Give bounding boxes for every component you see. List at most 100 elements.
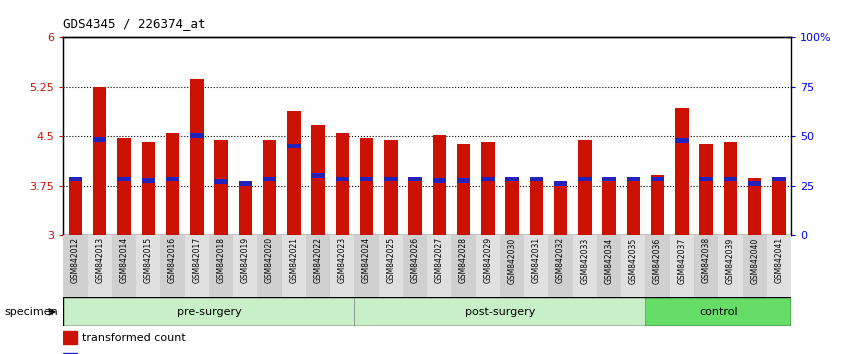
Text: GSM842025: GSM842025 [387, 237, 395, 284]
Bar [354, 235, 379, 297]
Bar [578, 177, 591, 181]
Bar [573, 235, 597, 297]
Bar [379, 235, 403, 297]
Text: GSM842035: GSM842035 [629, 237, 638, 284]
Bar [311, 125, 325, 235]
Bar [651, 177, 664, 181]
Bar [432, 135, 446, 235]
Bar [645, 297, 791, 326]
Text: GSM842014: GSM842014 [119, 237, 129, 284]
Bar [336, 177, 349, 181]
Bar [748, 181, 761, 186]
Bar [214, 139, 228, 235]
Bar [63, 353, 76, 354]
Bar [360, 138, 373, 235]
Text: GSM842037: GSM842037 [678, 237, 686, 284]
Bar [530, 177, 543, 181]
Bar [427, 235, 452, 297]
Bar [287, 111, 300, 235]
Text: transformed count: transformed count [82, 332, 186, 343]
Bar [88, 235, 112, 297]
Text: GSM842041: GSM842041 [774, 237, 783, 284]
Bar [93, 137, 107, 142]
Text: control: control [699, 307, 738, 317]
Bar [700, 144, 713, 235]
Bar [166, 177, 179, 181]
Text: GSM842021: GSM842021 [289, 237, 299, 283]
Text: GSM842033: GSM842033 [580, 237, 590, 284]
Bar [184, 235, 209, 297]
Bar [403, 235, 427, 297]
Bar [336, 133, 349, 235]
Bar [723, 142, 737, 235]
Bar [141, 178, 155, 183]
Bar [190, 133, 204, 138]
Bar [602, 177, 616, 181]
Text: GSM842012: GSM842012 [71, 237, 80, 283]
Text: GSM842015: GSM842015 [144, 237, 153, 284]
Bar [233, 235, 257, 297]
Bar [209, 235, 233, 297]
Bar [621, 235, 645, 297]
Bar [330, 235, 354, 297]
Text: GSM842030: GSM842030 [508, 237, 517, 284]
Bar [141, 142, 155, 235]
Text: GSM842026: GSM842026 [410, 237, 420, 284]
Bar [457, 178, 470, 183]
Bar [282, 235, 306, 297]
Text: GSM842031: GSM842031 [532, 237, 541, 284]
Bar [112, 235, 136, 297]
Bar [354, 297, 645, 326]
Bar [190, 79, 204, 235]
Bar [93, 87, 107, 235]
Bar [772, 177, 786, 181]
Bar [239, 181, 252, 235]
Text: pre-surgery: pre-surgery [177, 307, 241, 317]
Bar [63, 297, 354, 326]
Text: GSM842038: GSM842038 [701, 237, 711, 284]
Text: GDS4345 / 226374_at: GDS4345 / 226374_at [63, 17, 206, 30]
Text: GSM842034: GSM842034 [605, 237, 613, 284]
Bar [766, 235, 791, 297]
Bar [772, 181, 786, 235]
Bar [500, 235, 525, 297]
Bar [63, 331, 76, 344]
Text: GSM842040: GSM842040 [750, 237, 759, 284]
Bar [311, 173, 325, 178]
Text: GSM842024: GSM842024 [362, 237, 371, 284]
Bar [651, 175, 664, 235]
Bar [384, 139, 398, 235]
Text: GSM842020: GSM842020 [265, 237, 274, 284]
Bar [525, 235, 548, 297]
Bar [548, 235, 573, 297]
Bar [475, 235, 500, 297]
Bar [578, 139, 591, 235]
Bar [263, 139, 277, 235]
Bar [602, 178, 616, 235]
Bar [505, 181, 519, 235]
Bar [360, 177, 373, 181]
Bar [505, 177, 519, 181]
Text: GSM842032: GSM842032 [556, 237, 565, 284]
Bar [118, 138, 131, 235]
Text: GSM842018: GSM842018 [217, 237, 226, 283]
Bar [481, 142, 495, 235]
Bar [743, 235, 766, 297]
Bar [257, 235, 282, 297]
Bar [69, 177, 82, 181]
Text: specimen: specimen [4, 307, 58, 317]
Bar [432, 178, 446, 183]
Text: GSM842027: GSM842027 [435, 237, 444, 284]
Bar [597, 235, 621, 297]
Text: GSM842039: GSM842039 [726, 237, 735, 284]
Bar [239, 181, 252, 186]
Bar [161, 235, 184, 297]
Text: GSM842028: GSM842028 [459, 237, 468, 283]
Bar [214, 179, 228, 184]
Bar [645, 235, 670, 297]
Bar [118, 177, 131, 181]
Text: GSM842017: GSM842017 [192, 237, 201, 284]
Text: GSM842023: GSM842023 [338, 237, 347, 284]
Bar [670, 235, 694, 297]
Text: GSM842016: GSM842016 [168, 237, 177, 284]
